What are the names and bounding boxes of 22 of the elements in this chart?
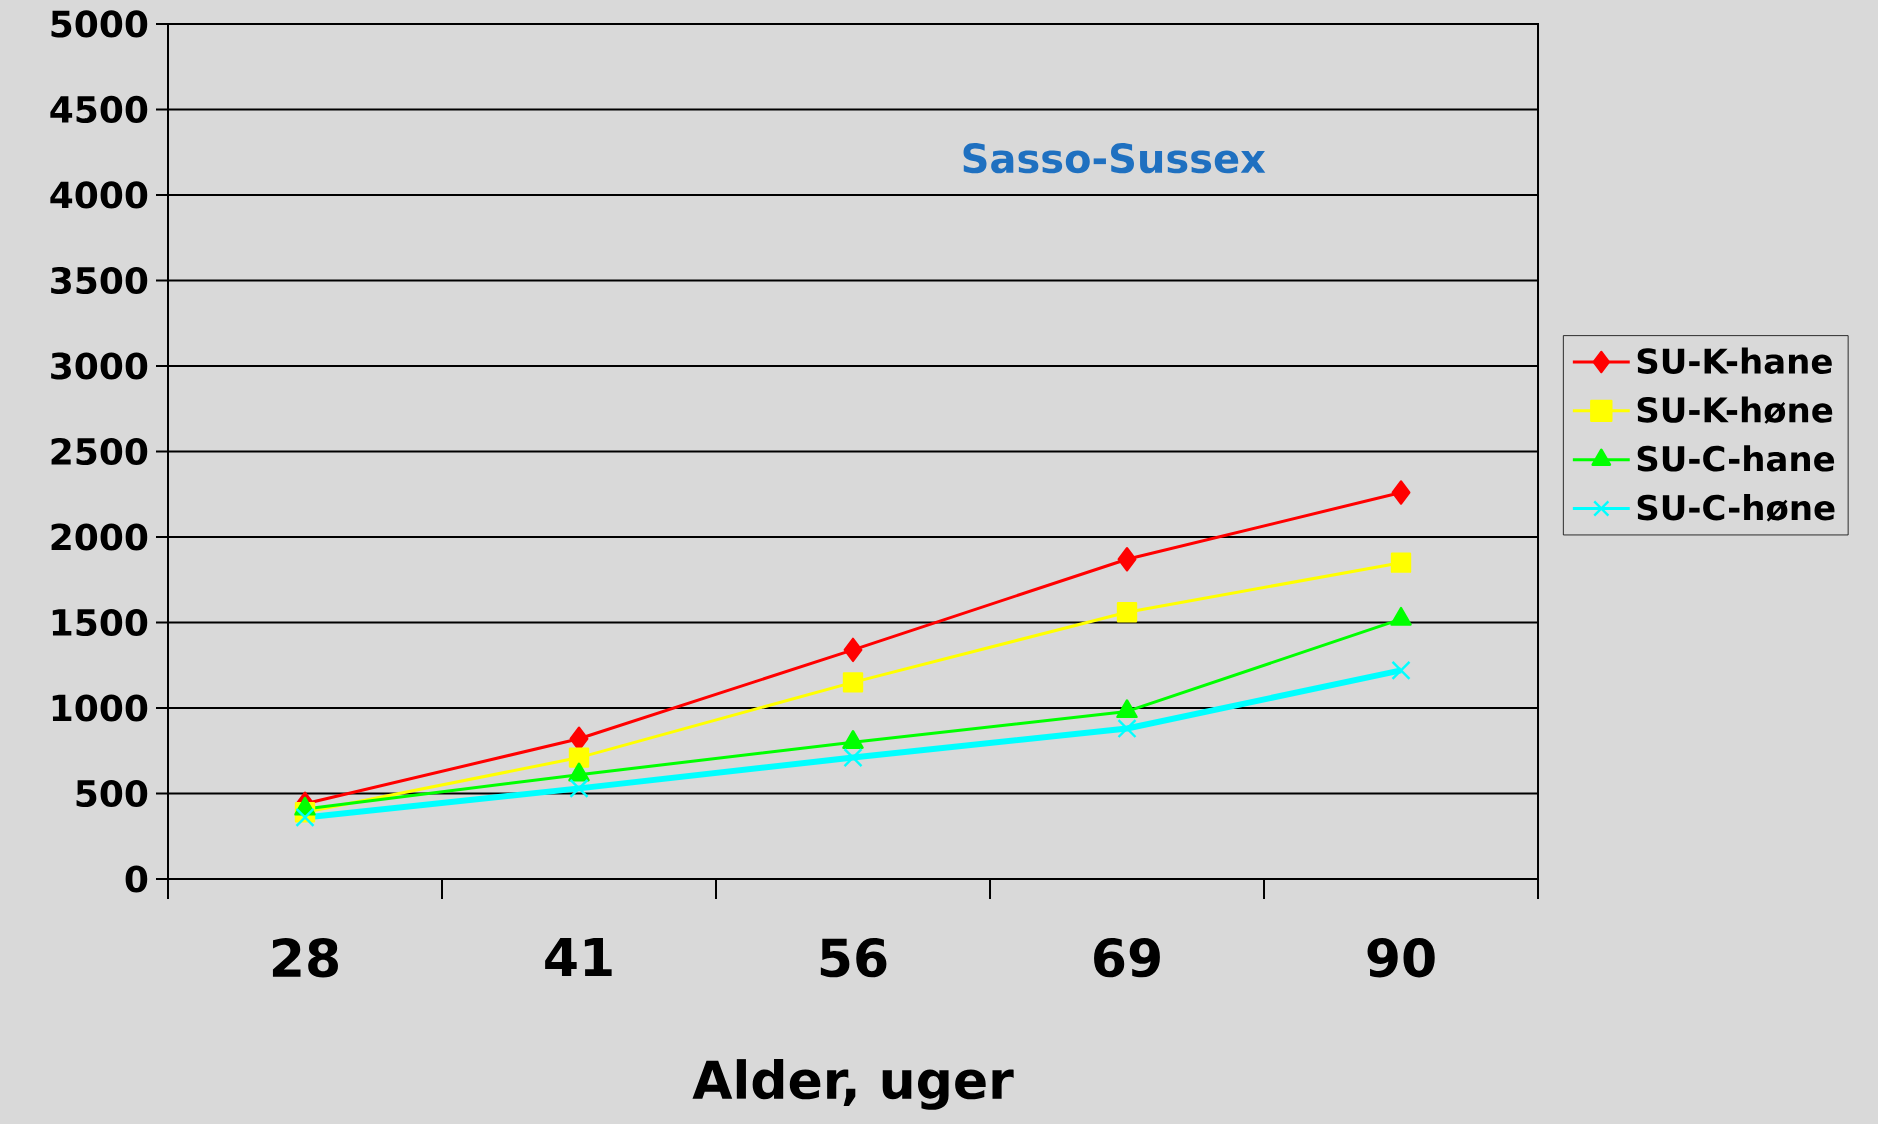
y-tick-label: 0 [125,865,148,893]
x-tick-label: 69 [1094,938,1160,978]
x-tick-label: 56 [820,938,887,978]
y-tick-label: 5000 [51,10,148,38]
text: Sasso-Sussex [963,143,1266,174]
legend-label: SU-K-hane [1637,347,1832,374]
legend-label: SU-C-hane [1637,445,1835,472]
x-tick-label: 41 [545,938,612,976]
y-tick-label: 4000 [50,181,148,209]
x-axis-title: Alder, uger [692,1059,1014,1110]
legend-label: SU-C-høne [1637,494,1835,522]
x-tick-label: 90 [1367,938,1435,978]
legend-label: SU-K-høne [1637,396,1833,424]
y-tick-label: 1000 [52,694,148,722]
y-tick-label: 2000 [51,523,148,551]
y-tick-label: 2500 [51,437,148,466]
y-tick-label: 3000 [51,352,148,380]
y-tick-label: 4500 [50,95,148,124]
y-tick-label: 1500 [52,608,148,637]
y-tick-label: 500 [76,779,148,808]
y-tick-label: 3500 [51,266,148,295]
x-tick-label: 28 [272,938,338,978]
